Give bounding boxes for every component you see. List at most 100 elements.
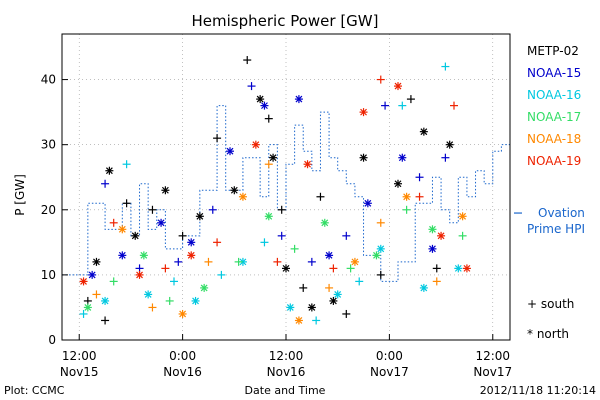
point-noaa-15: [208, 205, 217, 214]
marker-stroke: [398, 154, 406, 162]
point-metp-02: [178, 231, 187, 240]
point-noaa-16: [398, 101, 407, 110]
x-tick-day: Nov16: [163, 365, 202, 379]
marker-stroke: [239, 258, 247, 266]
timestamp: 2012/11/18 11:20:14: [480, 384, 596, 397]
marker-stroke: [226, 147, 234, 155]
point-noaa-16: [217, 270, 226, 279]
y-tick-label: 10: [41, 268, 56, 282]
point-metp-02: [243, 56, 252, 65]
point-metp-02: [394, 179, 402, 188]
marker-stroke: [93, 258, 100, 266]
x-tick-time: 0:00: [376, 349, 403, 363]
marker-stroke: [454, 264, 462, 272]
point-noaa-18: [458, 212, 467, 221]
point-metp-02: [101, 316, 110, 325]
point-noaa-19: [273, 257, 282, 266]
point-metp-02: [359, 153, 368, 162]
point-noaa-17: [200, 283, 209, 292]
ovation-legend-label: Ovation: [538, 206, 585, 220]
point-noaa-16: [260, 238, 269, 247]
point-noaa-19: [213, 238, 222, 247]
point-noaa-19: [437, 231, 446, 240]
point-metp-02: [432, 264, 441, 273]
marker-key: + south * north: [527, 297, 574, 341]
x-tick-day: Nov17: [473, 365, 512, 379]
point-metp-02: [195, 212, 204, 221]
marker-stroke: [269, 154, 277, 162]
point-metp-02: [307, 303, 316, 312]
point-noaa-16: [101, 296, 110, 305]
chart-title: Hemispheric Power [GW]: [192, 12, 379, 30]
point-noaa-15: [325, 251, 334, 260]
marker-key-north: * north: [527, 327, 569, 341]
point-noaa-18: [325, 283, 334, 292]
point-noaa-15: [363, 199, 372, 208]
point-noaa-18: [350, 257, 359, 266]
point-noaa-17: [83, 303, 92, 312]
y-tick-label: 30: [41, 138, 56, 152]
point-noaa-19: [109, 218, 118, 227]
x-tick-time: 0:00: [169, 349, 196, 363]
point-noaa-18: [402, 192, 411, 201]
point-noaa-19: [161, 264, 170, 273]
marker-stroke: [429, 245, 436, 253]
point-metp-02: [131, 231, 140, 240]
marker-stroke: [420, 284, 428, 292]
point-metp-02: [329, 296, 338, 305]
marker-stroke: [187, 238, 195, 246]
point-noaa-17: [372, 251, 381, 260]
point-noaa-16: [454, 264, 463, 273]
x-tick-day: Nov15: [60, 365, 99, 379]
point-noaa-15: [342, 231, 351, 240]
point-noaa-18: [204, 257, 213, 266]
marker-stroke: [351, 258, 359, 266]
ovation-legend-label-2: Prime HPI: [527, 222, 585, 236]
marker-stroke: [437, 232, 445, 240]
point-noaa-16: [144, 290, 153, 299]
marker-stroke: [463, 264, 471, 272]
point-metp-02: [148, 205, 157, 214]
x-tick-day: Nov17: [370, 365, 409, 379]
marker-stroke: [403, 193, 411, 201]
marker-stroke: [239, 193, 247, 201]
point-noaa-16: [286, 303, 295, 312]
marker-stroke: [144, 291, 152, 298]
marker-stroke: [459, 212, 467, 220]
marker-stroke: [136, 271, 143, 279]
point-noaa-15: [307, 257, 316, 266]
point-noaa-17: [320, 218, 329, 227]
marker-stroke: [131, 232, 139, 240]
marker-key-south: + south: [527, 297, 574, 311]
point-noaa-17: [139, 251, 148, 260]
x-tick-day: Nov16: [267, 365, 306, 379]
point-metp-02: [230, 186, 239, 195]
point-noaa-15: [187, 238, 196, 247]
marker-stroke: [446, 141, 454, 149]
point-noaa-17: [264, 212, 273, 221]
point-noaa-19: [251, 140, 260, 149]
marker-stroke: [179, 310, 187, 318]
point-noaa-17: [109, 277, 118, 286]
point-noaa-18: [148, 303, 157, 312]
point-noaa-19: [135, 270, 144, 279]
marker-stroke: [304, 160, 311, 168]
y-tick-label: 40: [41, 73, 56, 87]
marker-stroke: [360, 108, 367, 116]
marker-stroke: [429, 225, 436, 233]
legend-noaa-19: NOAA-19: [527, 154, 581, 168]
point-noaa-15: [441, 153, 450, 162]
point-metp-02: [406, 95, 415, 104]
point-noaa-19: [450, 101, 458, 110]
point-noaa-15: [294, 95, 303, 104]
point-noaa-15: [381, 101, 390, 110]
legend-noaa-18: NOAA-18: [527, 132, 581, 146]
marker-stroke: [329, 297, 337, 305]
marker-stroke: [394, 82, 402, 90]
grid-lines: [62, 34, 510, 341]
point-noaa-19: [462, 264, 471, 273]
point-metp-02: [122, 199, 131, 208]
point-metp-02: [282, 264, 290, 273]
marker-stroke: [118, 251, 126, 259]
